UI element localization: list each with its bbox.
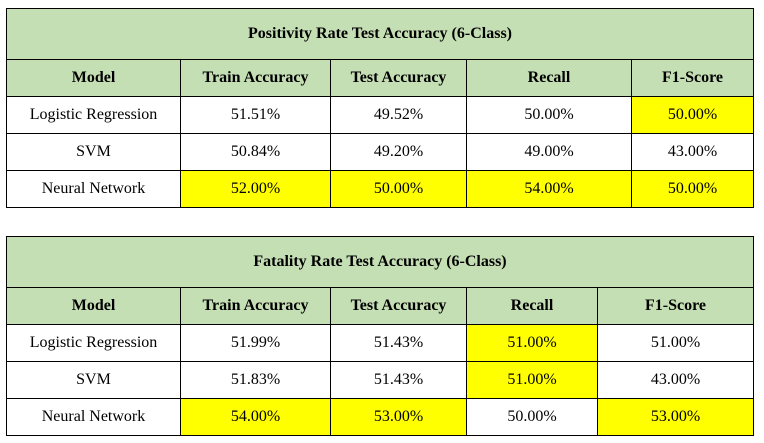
f1-score-cell: 51.00% — [597, 324, 754, 362]
train-accuracy-cell: 51.51% — [180, 96, 331, 134]
recall-cell: 54.00% — [466, 170, 632, 208]
model-cell: SVM — [6, 361, 181, 399]
column-header-model: Model — [6, 59, 181, 97]
model-cell: SVM — [6, 133, 181, 171]
table-row: Neural Network 54.00% 53.00% 50.00% 53.0… — [6, 398, 754, 436]
f1-score-cell: 50.00% — [630, 170, 755, 208]
test-accuracy-cell: 51.43% — [330, 361, 467, 399]
column-header-train-accuracy: Train Accuracy — [180, 59, 331, 97]
test-accuracy-cell: 49.52% — [330, 96, 467, 134]
table-title: Positivity Rate Test Accuracy (6-Class) — [5, 8, 755, 60]
f1-score-cell: 50.00% — [630, 96, 755, 134]
recall-cell: 50.00% — [466, 96, 632, 134]
positivity-rate-table: Positivity Rate Test Accuracy (6-Class) … — [5, 8, 755, 208]
recall-cell: 50.00% — [466, 398, 598, 436]
table-row: Logistic Regression 51.99% 51.43% 51.00%… — [6, 324, 754, 362]
fatality-rate-table: Fatality Rate Test Accuracy (6-Class) Mo… — [6, 236, 754, 436]
train-accuracy-cell: 54.00% — [180, 398, 331, 436]
test-accuracy-cell: 49.20% — [330, 133, 467, 171]
column-header-f1-score: F1-Score — [630, 59, 755, 97]
recall-cell: 51.00% — [466, 324, 598, 362]
model-cell: Neural Network — [6, 398, 181, 436]
column-header-recall: Recall — [466, 287, 598, 325]
table-row: Logistic Regression 51.51% 49.52% 50.00%… — [6, 96, 755, 134]
train-accuracy-cell: 51.99% — [180, 324, 331, 362]
recall-cell: 51.00% — [466, 361, 598, 399]
model-cell: Logistic Regression — [6, 324, 181, 362]
table-row: SVM 51.83% 51.43% 51.00% 43.00% — [6, 361, 754, 399]
test-accuracy-cell: 53.00% — [330, 398, 467, 436]
model-cell: Logistic Regression — [6, 96, 181, 134]
column-header-train-accuracy: Train Accuracy — [180, 287, 331, 325]
f1-score-cell: 43.00% — [630, 133, 755, 171]
train-accuracy-cell: 50.84% — [180, 133, 331, 171]
table-title: Fatality Rate Test Accuracy (6-Class) — [6, 236, 754, 288]
column-header-recall: Recall — [466, 59, 632, 97]
column-header-test-accuracy: Test Accuracy — [330, 287, 467, 325]
train-accuracy-cell: 51.83% — [180, 361, 331, 399]
model-cell: Neural Network — [6, 170, 181, 208]
column-header-test-accuracy: Test Accuracy — [330, 59, 467, 97]
table-row: Neural Network 52.00% 50.00% 54.00% 50.0… — [6, 170, 755, 208]
column-header-f1-score: F1-Score — [597, 287, 754, 325]
test-accuracy-cell: 51.43% — [330, 324, 467, 362]
table-row: SVM 50.84% 49.20% 49.00% 43.00% — [6, 133, 755, 171]
train-accuracy-cell: 52.00% — [180, 170, 331, 208]
f1-score-cell: 53.00% — [597, 398, 754, 436]
test-accuracy-cell: 50.00% — [330, 170, 467, 208]
f1-score-cell: 43.00% — [597, 361, 754, 399]
column-header-model: Model — [6, 287, 181, 325]
recall-cell: 49.00% — [466, 133, 632, 171]
